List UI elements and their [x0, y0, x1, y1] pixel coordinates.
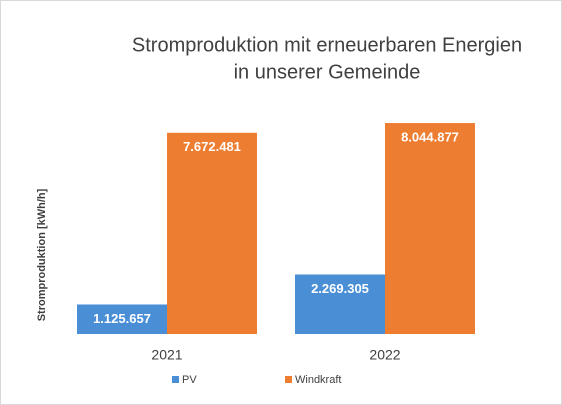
data-label: 7.672.481	[183, 139, 241, 154]
bar	[77, 304, 167, 334]
bar	[167, 132, 257, 334]
chart-title: Stromproduktion mit erneuerbaren Energie…	[132, 34, 522, 56]
legend-swatch	[285, 376, 292, 383]
legend-label: Windkraft	[295, 374, 341, 386]
x-tick-label: 2022	[369, 347, 400, 363]
y-axis-label: Stromproduktion [kWh/h]	[36, 188, 48, 321]
legend-label: PV	[182, 374, 197, 386]
data-label: 1.125.657	[93, 311, 151, 326]
chart-title: in unserer Gemeinde	[234, 61, 421, 83]
legend-swatch	[172, 376, 179, 383]
data-label: 8.044.877	[401, 129, 459, 144]
data-label: 2.269.305	[311, 281, 369, 296]
bar	[295, 274, 385, 334]
x-tick-label: 2021	[151, 347, 182, 363]
bar	[385, 123, 475, 335]
